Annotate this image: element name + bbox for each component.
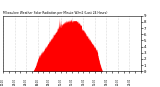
- Text: 14:00: 14:00: [81, 78, 85, 85]
- Text: 20:00: 20:00: [116, 78, 120, 85]
- Text: 02:00: 02:00: [13, 78, 17, 85]
- Text: 06:00: 06:00: [36, 78, 40, 85]
- Text: 04:00: 04:00: [24, 78, 28, 85]
- Text: 10:00: 10:00: [59, 78, 63, 85]
- Text: Milwaukee Weather Solar Radiation per Minute W/m2 (Last 24 Hours): Milwaukee Weather Solar Radiation per Mi…: [3, 11, 108, 15]
- Text: 18:00: 18:00: [104, 78, 108, 85]
- Text: 08:00: 08:00: [47, 78, 51, 85]
- Text: 22:00: 22:00: [127, 78, 131, 85]
- Text: 00:00: 00:00: [1, 78, 5, 85]
- Text: 12:00: 12:00: [70, 78, 74, 85]
- Text: 16:00: 16:00: [93, 78, 97, 85]
